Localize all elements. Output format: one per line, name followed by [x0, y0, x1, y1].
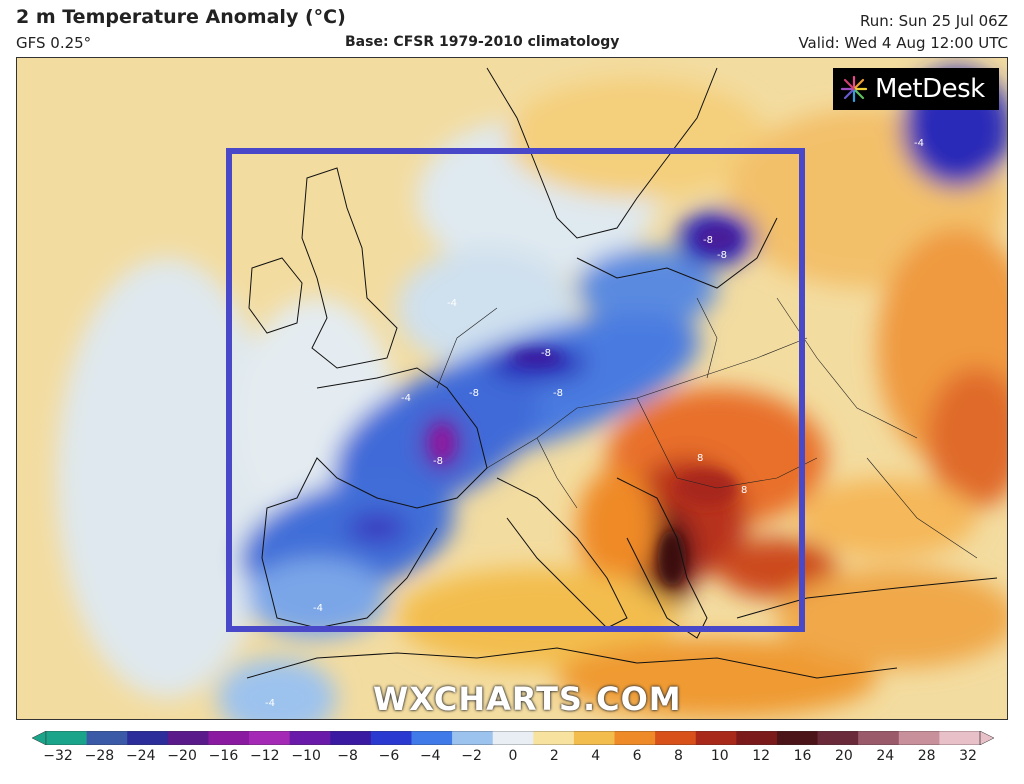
contour-label: -4 [313, 603, 323, 614]
colorbar-right-arrow [979, 730, 995, 746]
colorbar-tick-label: −12 [250, 748, 280, 764]
colorbar-segment [167, 731, 209, 745]
colorbar-tick-label: −6 [378, 748, 400, 764]
colorbar-tick-label: −28 [84, 748, 115, 764]
colorbar-tick-label: −16 [208, 748, 239, 764]
map-canvas [17, 58, 1007, 719]
contour-label: -4 [914, 138, 924, 149]
colorbar-left-arrow [31, 730, 47, 746]
colorbar-segment [695, 731, 737, 745]
colorbar-tick-label: 24 [876, 748, 895, 764]
colorbar-segment [939, 731, 981, 745]
colorbar-segment [573, 731, 616, 745]
country-borders [436, 297, 978, 559]
colorbar-svg [31, 730, 995, 746]
colorbar-segment [86, 731, 128, 745]
colorbar-segment [817, 731, 859, 745]
metdesk-logo: MetDesk [833, 68, 999, 110]
contour-label: 8 [697, 453, 704, 464]
base-climatology-label: Base: CFSR 1979-2010 climatology [345, 34, 620, 50]
wxcharts-watermark: WXCHARTS.COM [373, 680, 682, 718]
colorbar-tick-label: 4 [591, 748, 601, 764]
colorbar-segment [776, 731, 819, 745]
contour-label: -4 [265, 698, 275, 709]
contour-label: -8 [717, 250, 727, 261]
colorbar-tick-label: 16 [793, 748, 812, 764]
colorbar-tick-label: 28 [917, 748, 936, 764]
colorbar-segment [655, 731, 697, 745]
colorbar-segment [208, 731, 250, 745]
contour-label: -8 [469, 388, 479, 399]
colorbar-tick-label: −10 [291, 748, 321, 764]
colorbar-tick-label: −20 [167, 748, 197, 764]
colorbar-segment [330, 731, 372, 745]
contour-label: -8 [553, 388, 563, 399]
anomaly-map: -4 -8 -8 -8 -8 -8 -8 -4 -4 -4 8 8 -4 Met… [16, 57, 1008, 720]
colorbar-segment [46, 731, 88, 745]
colorbar-segment [249, 731, 291, 745]
colorbar-segment [127, 731, 169, 745]
colorbar-tick-labels: −32 −28 −24 −20 −16 −12 −10 −8 −6 −4 −2 0 2 4 6 8 10 12 16… [32, 748, 994, 768]
highlight-box [226, 148, 805, 632]
colorbar-segment [452, 731, 494, 745]
colorbar-tick-label: 6 [632, 748, 642, 764]
anomaly-cores [432, 224, 739, 586]
contour-label: -4 [401, 393, 411, 404]
contour-label: -4 [447, 298, 457, 309]
colorbar-tick-label: −24 [125, 748, 156, 764]
colorbar-tick-label: −32 [43, 748, 73, 764]
colorbar-tick-label: −8 [337, 748, 358, 764]
anomaly-field [57, 68, 1007, 719]
model-label: GFS 0.25° [16, 34, 92, 52]
colorbar-tick-label: −4 [419, 748, 441, 764]
colorbar-segment [858, 731, 900, 745]
chart-title: 2 m Temperature Anomaly (°C) [16, 6, 346, 28]
contour-label: 8 [741, 485, 748, 496]
colorbar-tick-label: 10 [710, 748, 729, 764]
colorbar-tick-label: 20 [834, 748, 853, 764]
colorbar-segment [533, 731, 575, 745]
colorbar-segment [614, 731, 656, 745]
colorbar-segment [289, 731, 331, 745]
colorbar-segment [736, 731, 778, 745]
colorbar-segment [411, 731, 453, 745]
colorbar-segment [492, 731, 534, 745]
metdesk-logo-icon [840, 75, 868, 103]
colorbar-tick-label: 12 [752, 748, 771, 764]
contour-label: -8 [433, 456, 443, 467]
metdesk-logo-text: MetDesk [875, 74, 985, 104]
colorbar-segment [898, 731, 940, 745]
colorbar [31, 730, 995, 746]
colorbar-tick-label: 8 [673, 748, 683, 764]
contour-label: -8 [703, 235, 713, 246]
colorbar-tick-label: 32 [959, 748, 977, 764]
colorbar-tick-label: 2 [549, 748, 559, 764]
colorbar-tick-label: 0 [508, 748, 518, 764]
contour-label: -8 [541, 348, 551, 359]
colorbar-segment [370, 731, 412, 745]
valid-time-label: Valid: Wed 4 Aug 12:00 UTC [798, 34, 1008, 52]
colorbar-tick-label: −2 [461, 748, 482, 764]
run-time-label: Run: Sun 25 Jul 06Z [860, 12, 1008, 30]
